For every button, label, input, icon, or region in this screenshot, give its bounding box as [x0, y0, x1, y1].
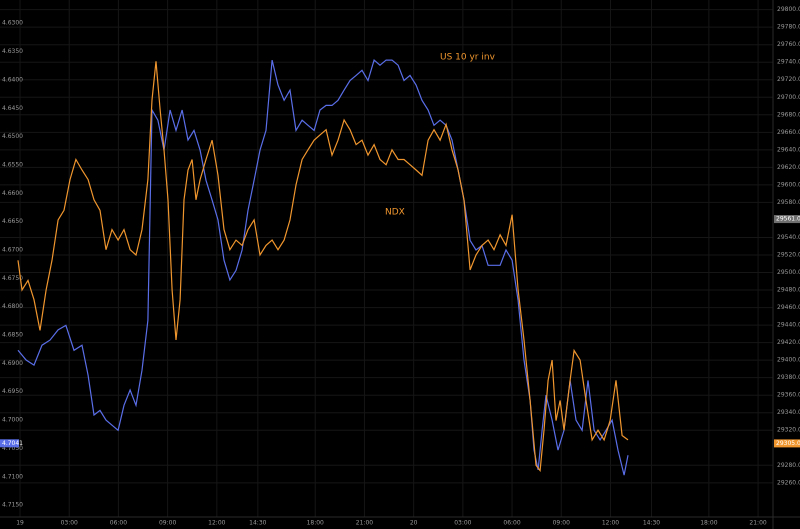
y-tick-label: 4.6600 — [2, 190, 23, 197]
annotation: US 10 yr inv — [440, 53, 496, 63]
line — [17, 61, 629, 473]
y-tick-label: 4.6900 — [2, 360, 23, 367]
x-tick-label: 19 — [16, 520, 24, 527]
y-tick-label: 4.6500 — [2, 133, 23, 140]
y2-tick-label: 29400.00 — [777, 357, 800, 364]
y-tick-label: 4.7000 — [2, 417, 23, 424]
y2-tick-label: 29580.00 — [777, 199, 800, 206]
y-tick-label: 4.7050 — [2, 445, 23, 452]
y-tick-label: 4.6350 — [2, 48, 23, 55]
annotation: NDX — [385, 208, 405, 218]
y2-tick-label: 29540.00 — [777, 234, 800, 241]
y-tick-label: 4.6300 — [2, 20, 23, 27]
y-tick-label: 4.6950 — [2, 388, 23, 395]
y2-tick-label: 29520.00 — [777, 251, 800, 258]
y-tick-label: 4.7100 — [2, 473, 23, 480]
x-tick-label: 09:00 — [159, 520, 176, 527]
price-marker — [774, 439, 800, 448]
y2-tick-label: 29440.00 — [777, 322, 800, 329]
y2-tick-label: 29460.00 — [777, 304, 800, 311]
y-tick-label: 4.6700 — [2, 246, 23, 253]
y2-tick-label: 29500.00 — [777, 269, 800, 276]
y2-tick-label: 29480.00 — [777, 287, 800, 294]
y-tick-label: 4.6450 — [2, 105, 23, 112]
y2-tick-label: 29260.00 — [777, 479, 800, 486]
price-marker-label: 29305.00 — [776, 440, 800, 447]
x-tick-label: 14:30 — [643, 520, 660, 527]
y2-tick-label: 29600.00 — [777, 181, 800, 188]
y2-tick-label: 29360.00 — [777, 392, 800, 399]
y-tick-label: 4.6800 — [2, 303, 23, 310]
y2-tick-label: 29320.00 — [777, 427, 800, 434]
price-marker — [0, 439, 19, 448]
y2-tick-label: 29700.00 — [777, 94, 800, 101]
price-marker-label: 29561.00 — [776, 216, 800, 223]
y2-tick-label: 29800.00 — [777, 6, 800, 13]
x-tick-label: 18:00 — [307, 520, 324, 527]
x-tick-label: 06:00 — [110, 520, 127, 527]
price-marker — [774, 215, 800, 224]
x-tick-label: 21:00 — [749, 520, 766, 527]
price-marker-label: 4.7041 — [2, 440, 23, 447]
y2-tick-label: 29660.00 — [777, 129, 800, 136]
x-tick-label: 03:00 — [454, 520, 471, 527]
x-tick-label: 14:30 — [249, 520, 266, 527]
y-tick-label: 4.6400 — [2, 76, 23, 83]
y2-tick-label: 29620.00 — [777, 164, 800, 171]
x-tick-label: 06:00 — [503, 520, 520, 527]
x-tick-label: 03:00 — [61, 520, 78, 527]
x-tick-label: 12:00 — [208, 520, 225, 527]
y2-tick-label: 29280.00 — [777, 462, 800, 469]
x-tick-label: 12:00 — [602, 520, 619, 527]
y2-tick-label: 29740.00 — [777, 59, 800, 66]
y2-tick-label: 29680.00 — [777, 111, 800, 118]
y-tick-label: 4.6650 — [2, 218, 23, 225]
y2-tick-label: 29420.00 — [777, 339, 800, 346]
x-tick-label: 18:00 — [700, 520, 717, 527]
y2-tick-label: 29340.00 — [777, 409, 800, 416]
y-tick-label: 4.6750 — [2, 275, 23, 282]
y-tick-label: 4.7150 — [2, 502, 23, 509]
y-tick-label: 4.6850 — [2, 332, 23, 339]
x-tick-label: 09:00 — [553, 520, 570, 527]
x-tick-label: 20 — [410, 520, 418, 527]
y2-tick-label: 29720.00 — [777, 76, 800, 83]
y2-tick-label: 29780.00 — [777, 24, 800, 31]
y-tick-label: 4.6550 — [2, 161, 23, 168]
y2-tick-label: 29640.00 — [777, 146, 800, 153]
y2-tick-label: 29760.00 — [777, 41, 800, 48]
y2-tick-label: 29380.00 — [777, 374, 800, 381]
x-tick-label: 21:00 — [356, 520, 373, 527]
